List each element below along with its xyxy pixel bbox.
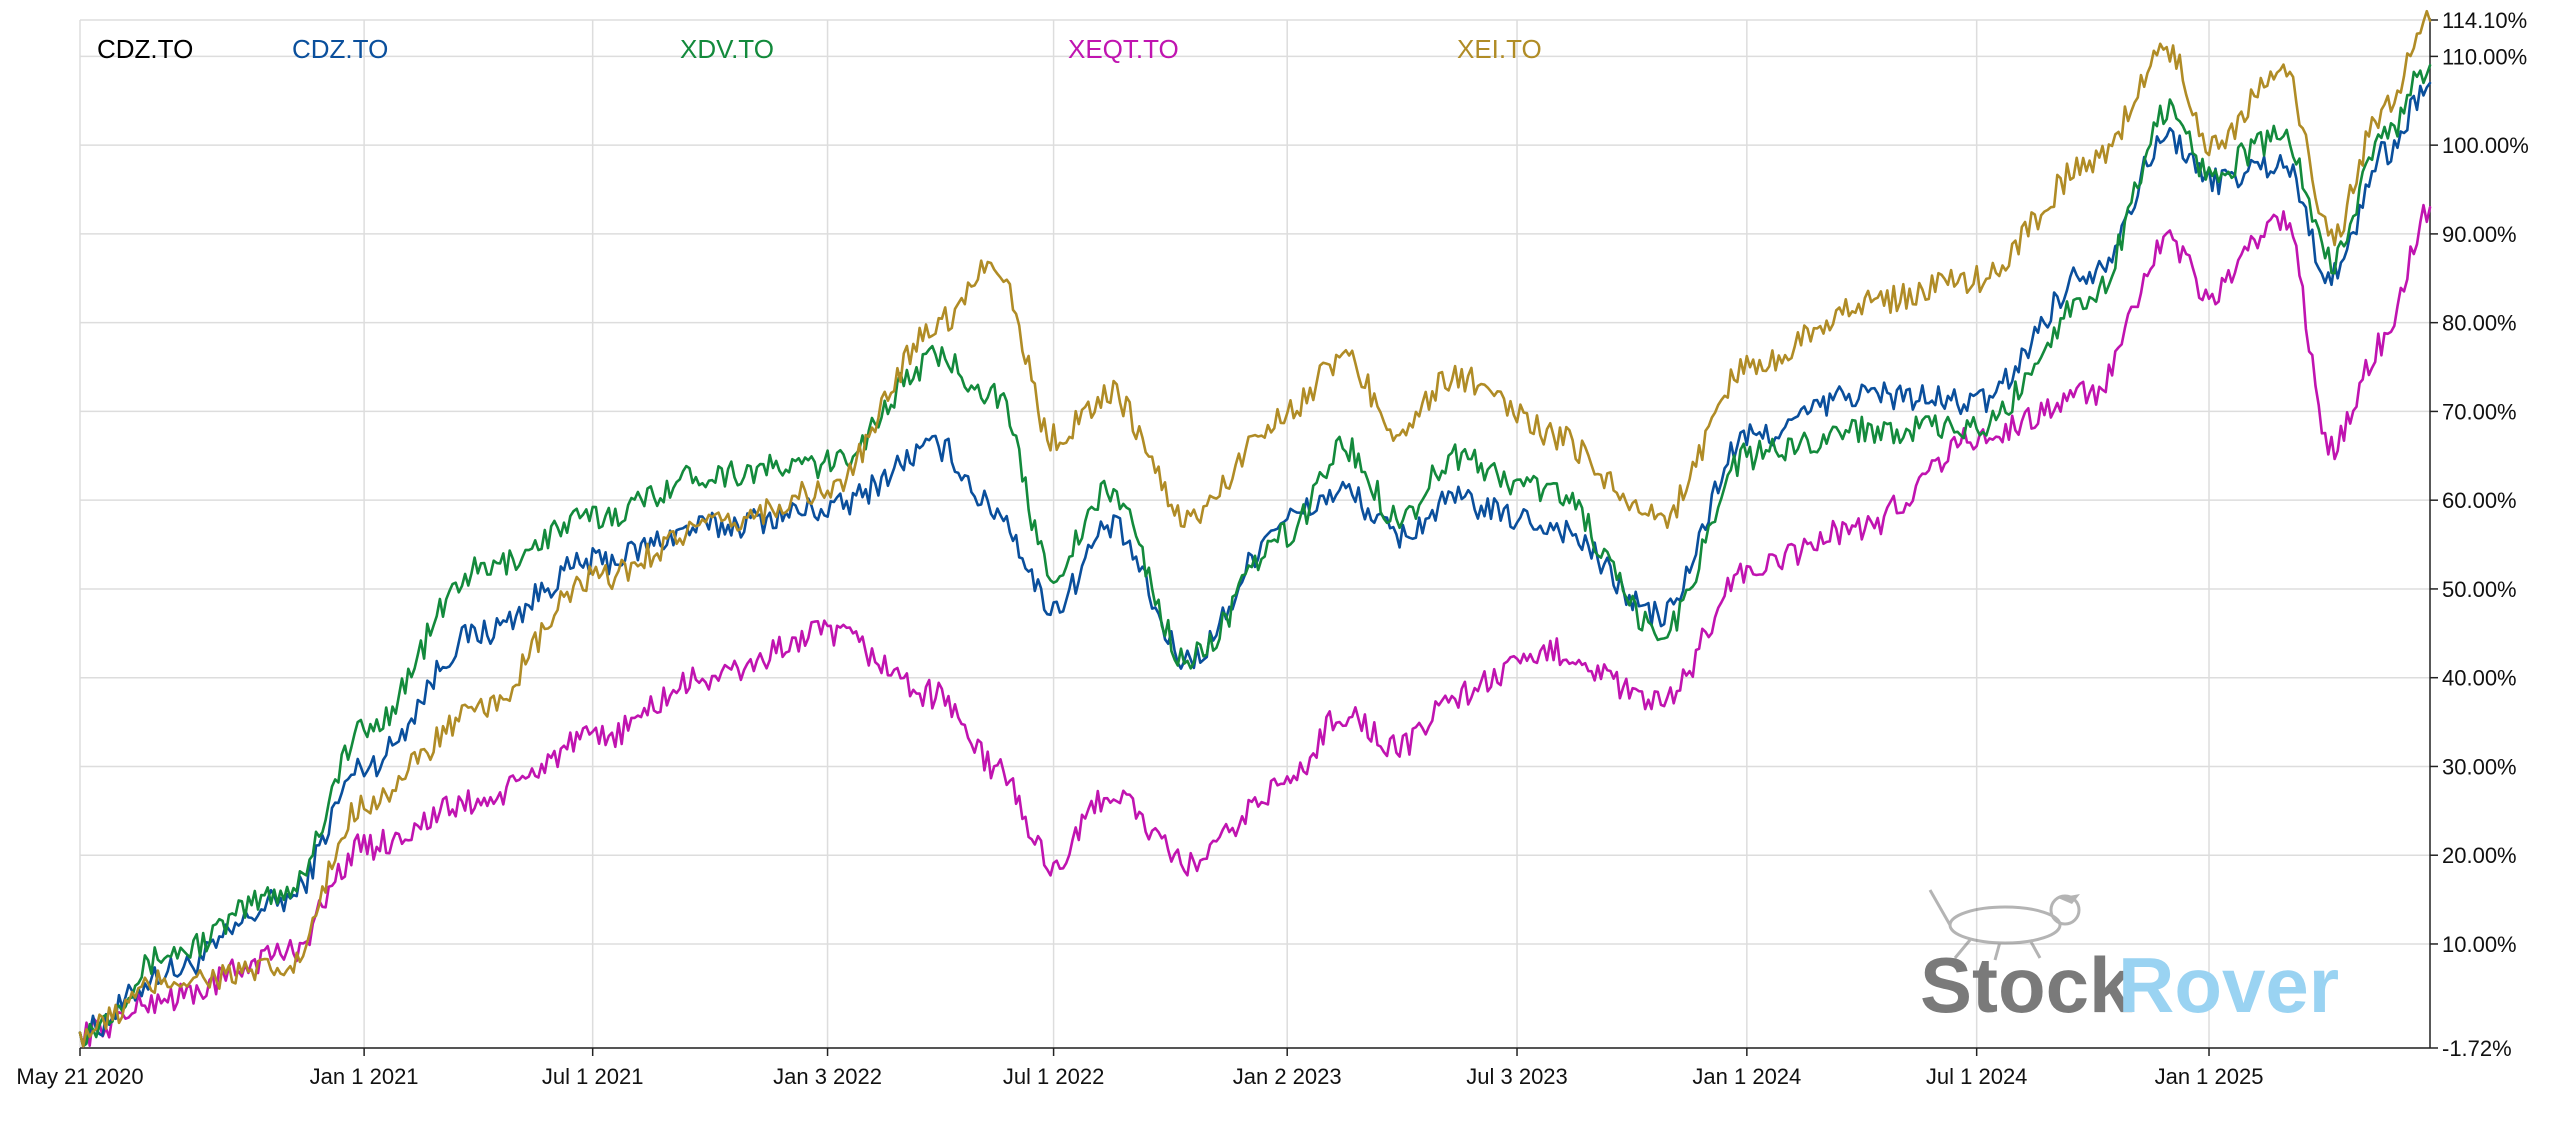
x-tick-label: Jan 2 2023 bbox=[1233, 1064, 1342, 1089]
x-tick-label: Jan 1 2024 bbox=[1692, 1064, 1801, 1089]
watermark: Stock Rover bbox=[1920, 889, 2339, 1029]
series-line-xdv-to bbox=[78, 64, 2432, 1048]
y-tick-label: 50.00% bbox=[2442, 577, 2517, 602]
series-lines bbox=[78, 9, 2432, 1048]
x-tick-label: Jan 1 2021 bbox=[310, 1064, 419, 1089]
legend: CDZ.TO CDZ.TO XDV.TO XEQT.TO XEI.TO bbox=[97, 34, 1542, 64]
legend-item-xeqt-to[interactable]: XEQT.TO bbox=[1068, 34, 1179, 64]
y-tick-label: -1.72% bbox=[2442, 1036, 2512, 1061]
watermark-rover: Rover bbox=[2118, 941, 2339, 1029]
y-tick-label: 80.00% bbox=[2442, 311, 2517, 336]
x-tick-label: Jul 1 2024 bbox=[1926, 1064, 2028, 1089]
x-tick-label: Jul 1 2021 bbox=[542, 1064, 644, 1089]
grid-lines bbox=[79, 19, 2430, 1049]
legend-title: CDZ.TO bbox=[97, 34, 193, 64]
x-tick-label: Jul 3 2023 bbox=[1466, 1064, 1568, 1089]
series-line-xeqt-to bbox=[78, 203, 2432, 1048]
watermark-dog-logo bbox=[1928, 889, 2081, 961]
legend-item-xei-to[interactable]: XEI.TO bbox=[1457, 34, 1542, 64]
axes: 114.10% 110.00% 100.00% 90.00% 80.00% 70.00% 6… bbox=[16, 8, 2528, 1089]
y-tick-label: 10.00% bbox=[2442, 932, 2517, 957]
x-tick-label: May 21 2020 bbox=[16, 1064, 143, 1089]
y-tick-label: 114.10% bbox=[2442, 8, 2527, 33]
legend-item-xdv-to[interactable]: XDV.TO bbox=[680, 34, 774, 64]
y-tick-label: 100.00% bbox=[2442, 133, 2529, 158]
series-line-xei-to bbox=[78, 9, 2432, 1048]
x-tick-label: Jan 3 2022 bbox=[773, 1064, 882, 1089]
y-tick-label: 110.00% bbox=[2442, 44, 2527, 69]
y-tick-label: 20.00% bbox=[2442, 843, 2517, 868]
y-tick-label: 90.00% bbox=[2442, 222, 2517, 247]
y-tick-label: 70.00% bbox=[2442, 399, 2517, 424]
watermark-stock: Stock bbox=[1920, 941, 2133, 1029]
y-tick-label: 30.00% bbox=[2442, 754, 2517, 779]
x-tick-label: Jul 1 2022 bbox=[1003, 1064, 1105, 1089]
x-tick-label: Jan 1 2025 bbox=[2155, 1064, 2264, 1089]
y-tick-label: 60.00% bbox=[2442, 488, 2517, 513]
y-tick-label: 40.00% bbox=[2442, 666, 2517, 691]
legend-item-cdz-to[interactable]: CDZ.TO bbox=[292, 34, 388, 64]
